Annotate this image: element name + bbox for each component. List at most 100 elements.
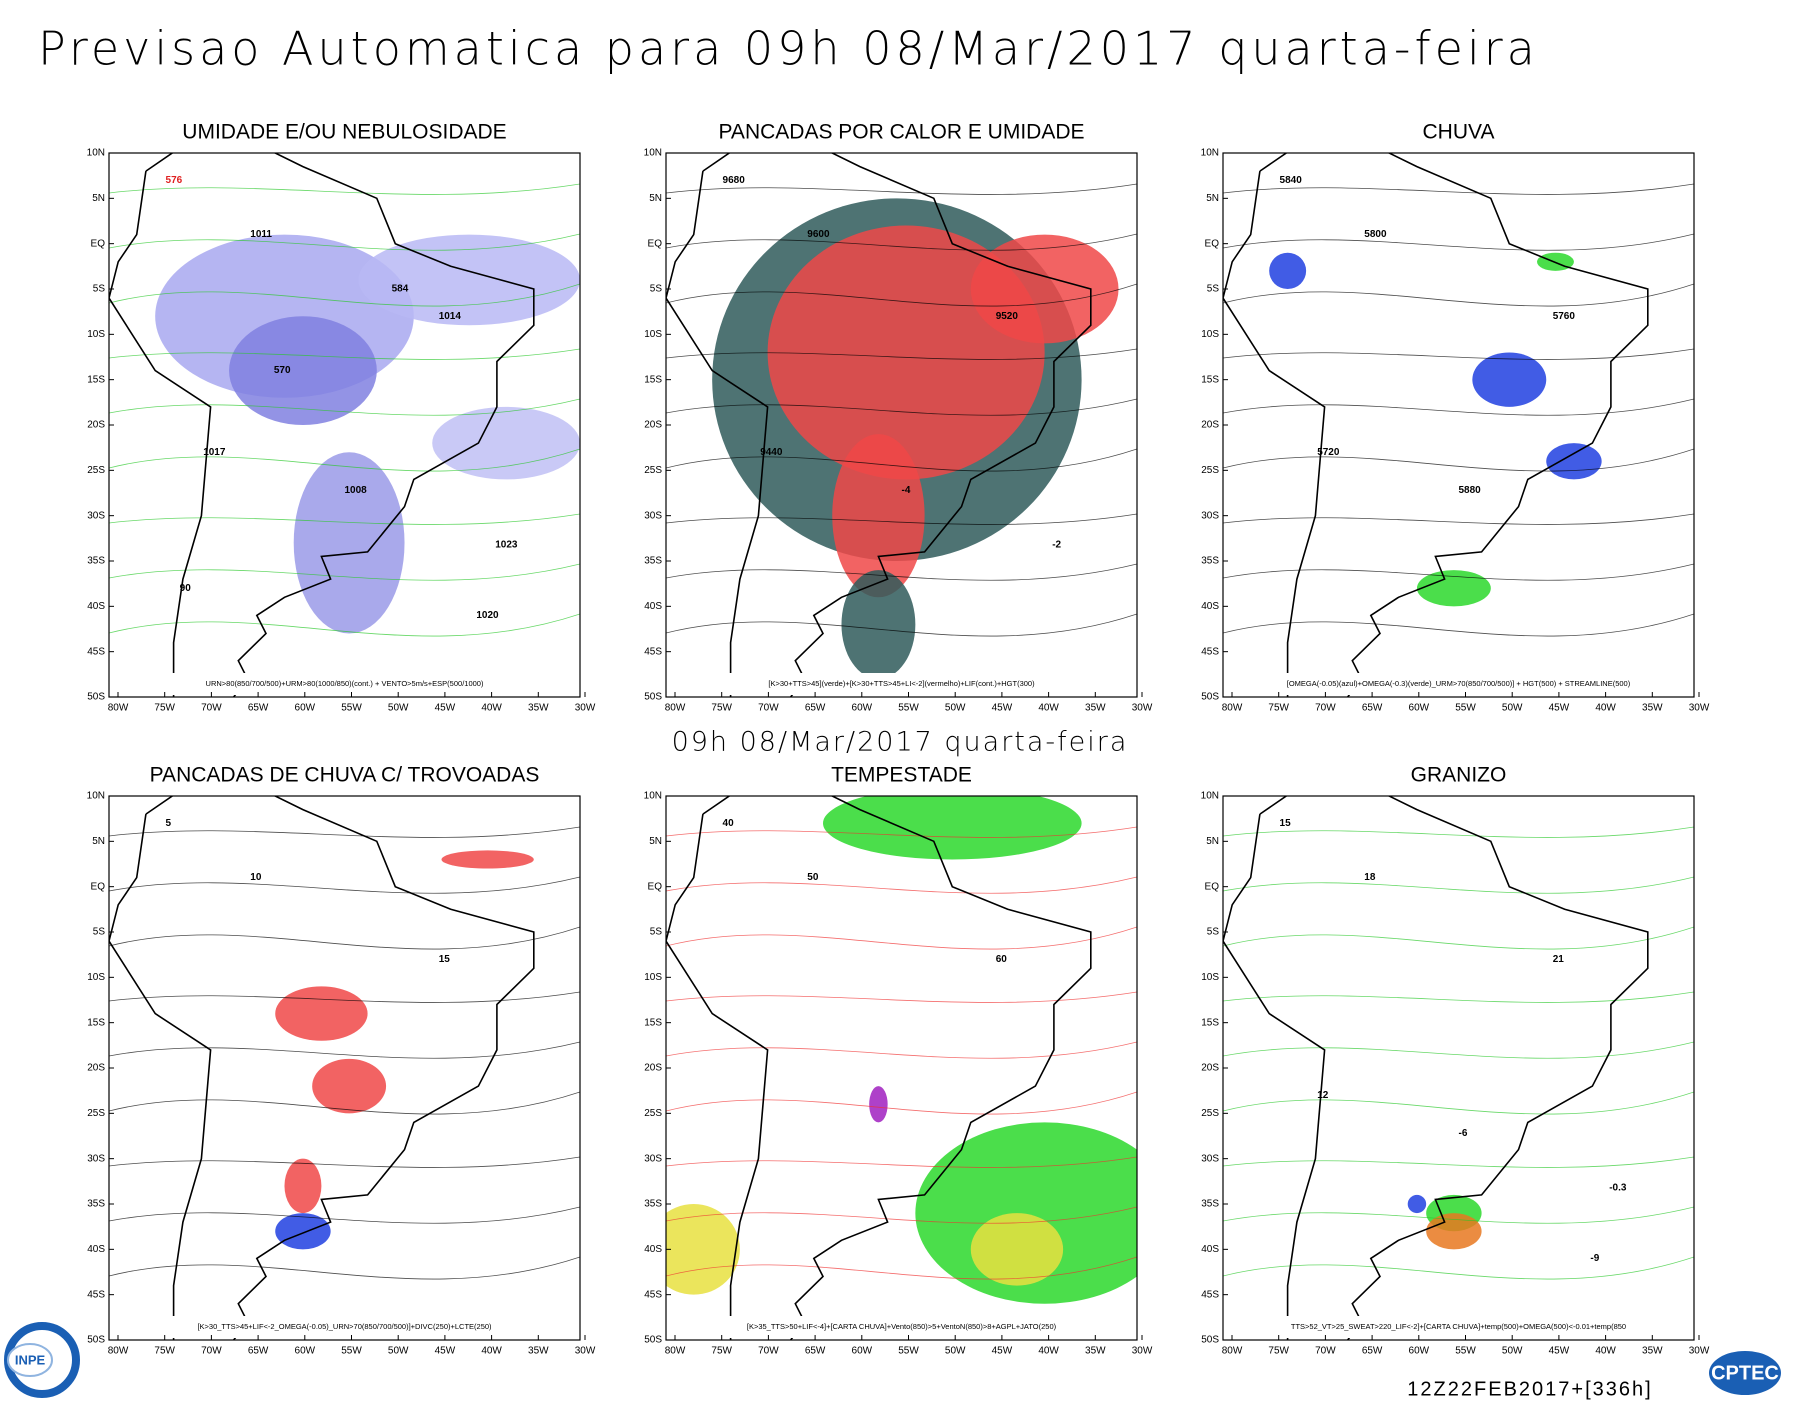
- map-area: 9680 9600 9520 9440 -4 -2: [666, 153, 1137, 697]
- lat-label: EQ: [1205, 881, 1220, 892]
- lat-label: 15S: [644, 1017, 662, 1028]
- lat-label: EQ: [91, 238, 106, 249]
- contour-label: -9: [1590, 1253, 1599, 1264]
- lat-label: 10S: [87, 329, 105, 340]
- lat-label: 50S: [644, 1335, 662, 1346]
- lon-label: 40W: [481, 1346, 502, 1357]
- lon-label: 50W: [1502, 703, 1523, 714]
- lat-label: 40S: [1201, 1244, 1219, 1255]
- contour-line: [109, 233, 580, 251]
- coastline: [666, 796, 1092, 1340]
- lat-label: 10S: [87, 972, 105, 983]
- lon-label: 55W: [898, 703, 919, 714]
- contour-label: 15: [1280, 818, 1292, 829]
- contour-line: [109, 1206, 580, 1224]
- contour-line: [1223, 348, 1694, 360]
- contour-label: 5840: [1280, 175, 1303, 186]
- contour-label: 1008: [345, 485, 368, 496]
- lon-label: 55W: [341, 703, 362, 714]
- lat-label: 45S: [87, 646, 105, 657]
- lon-label: 60W: [295, 1346, 316, 1357]
- lat-label: 20S: [644, 420, 662, 431]
- lon-label: 30W: [1689, 1346, 1710, 1357]
- panel-caption: URN>80(850/700/500)+URM>80(1000/850)(con…: [206, 679, 484, 688]
- contour-label: 21: [1553, 954, 1565, 965]
- lat-label: 30S: [644, 1153, 662, 1164]
- contour-label: 9520: [996, 311, 1019, 322]
- lon-label: 75W: [1268, 1346, 1289, 1357]
- lon-label: 75W: [154, 703, 175, 714]
- lat-label: 35S: [1201, 1199, 1219, 1210]
- map-panel: CHUVA 5840 5800 5760 5720 5880 [OMEGA(-0.05)(a…: [1201, 121, 1710, 714]
- lon-label: 70W: [201, 703, 222, 714]
- lon-label: 75W: [154, 1346, 175, 1357]
- contour-label: 9440: [760, 447, 783, 458]
- coastline: [109, 796, 535, 1340]
- lat-label: EQ: [1205, 238, 1220, 249]
- contour-label: -4: [902, 485, 911, 496]
- contour-line: [109, 398, 580, 416]
- lon-label: 65W: [805, 1346, 826, 1357]
- contour-line: [666, 513, 1137, 525]
- lat-label: 15S: [87, 1017, 105, 1028]
- shaded-region: [441, 850, 534, 869]
- contour-label: 576: [166, 175, 183, 186]
- lat-label: 50S: [87, 1335, 105, 1346]
- lon-label: 40W: [1595, 1346, 1616, 1357]
- shaded-region: [970, 234, 1119, 344]
- lat-label: EQ: [648, 881, 663, 892]
- shaded-region: [823, 796, 1082, 860]
- lat-label: 10N: [1201, 148, 1219, 159]
- contour-label: 90: [180, 583, 192, 594]
- lon-label: 80W: [1222, 703, 1243, 714]
- lon-label: 45W: [435, 1346, 456, 1357]
- lon-label: 45W: [435, 703, 456, 714]
- lon-label: 45W: [1549, 703, 1570, 714]
- lat-label: 10N: [644, 148, 662, 159]
- lat-label: 30S: [1201, 510, 1219, 521]
- lon-label: 60W: [852, 1346, 873, 1357]
- contour-line: [109, 1156, 580, 1168]
- lon-label: 40W: [1038, 1346, 1059, 1357]
- lat-label: 10N: [87, 148, 105, 159]
- contour-label: 570: [274, 365, 291, 376]
- lat-label: 20S: [1201, 1063, 1219, 1074]
- lon-label: 50W: [945, 1346, 966, 1357]
- contour-label: 15: [439, 954, 451, 965]
- lon-label: 35W: [528, 1346, 549, 1357]
- contour-label: 5760: [1553, 311, 1576, 322]
- panel-title: GRANIZO: [1411, 764, 1507, 787]
- shaded-region: [358, 234, 580, 326]
- lat-label: 40S: [87, 601, 105, 612]
- cptec-logo: CPTEC: [1709, 1351, 1781, 1395]
- lat-label: 25S: [1201, 1108, 1219, 1119]
- lat-label: EQ: [648, 238, 663, 249]
- lat-label: 35S: [644, 1199, 662, 1210]
- contour-line: [1223, 1041, 1694, 1059]
- lat-label: 5S: [1207, 284, 1220, 295]
- contour-line: [1223, 826, 1694, 838]
- contour-label: 1023: [495, 539, 518, 550]
- lat-label: 35S: [1201, 556, 1219, 567]
- contour-line: [109, 613, 580, 637]
- plot-frame: [1222, 795, 1695, 1341]
- contour-line: [109, 876, 580, 894]
- contour-label: 10: [250, 872, 262, 883]
- contour-line: [666, 1156, 1137, 1168]
- lat-label: 10S: [1201, 329, 1219, 340]
- lon-label: 45W: [992, 1346, 1013, 1357]
- panel-title: PANCADAS DE CHUVA C/ TROVOADAS: [150, 764, 540, 787]
- lon-label: 70W: [1315, 1346, 1336, 1357]
- lat-label: 45S: [644, 646, 662, 657]
- lat-label: 50S: [1201, 1335, 1219, 1346]
- shaded-region: [832, 434, 925, 598]
- contour-line: [666, 398, 1137, 416]
- lon-label: 60W: [852, 703, 873, 714]
- lat-label: 45S: [87, 1289, 105, 1300]
- lon-label: 65W: [1362, 1346, 1383, 1357]
- lon-label: 30W: [575, 703, 596, 714]
- coastline: [1223, 153, 1649, 697]
- contour-line: [666, 233, 1137, 251]
- lon-label: 80W: [665, 1346, 686, 1357]
- contour-line: [666, 563, 1137, 581]
